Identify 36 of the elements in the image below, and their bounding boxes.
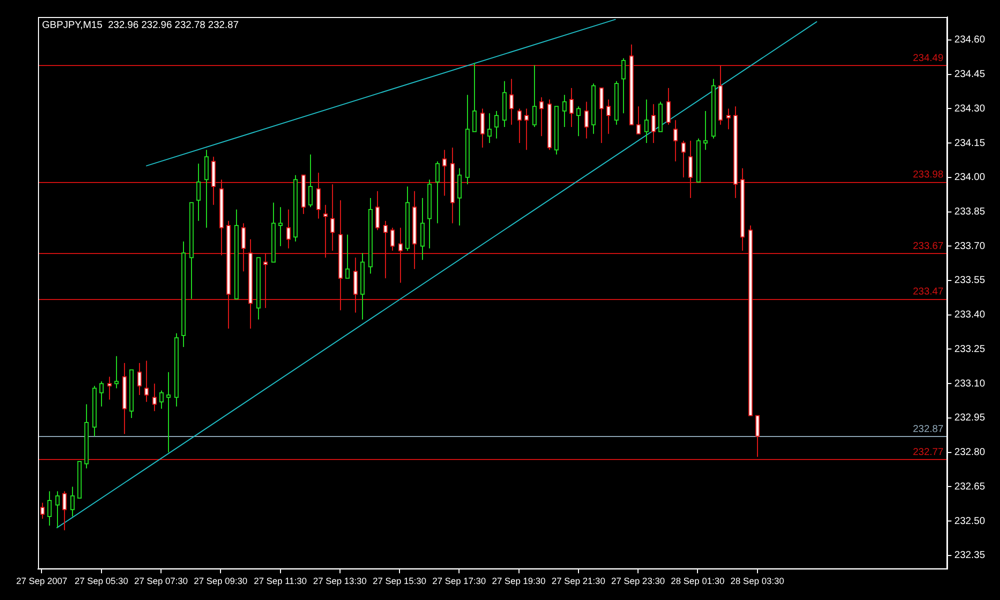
x-tick-label: 27 Sep 23:30 xyxy=(611,576,665,586)
y-tick-label: 232.80 xyxy=(954,447,986,458)
y-tick-label: 233.25 xyxy=(954,344,986,355)
y-tick-label: 233.85 xyxy=(954,206,986,218)
y-tick-label: 234.45 xyxy=(954,69,986,80)
y-tick-label: 232.95 xyxy=(954,412,986,424)
y-tick-label: 234.30 xyxy=(954,103,986,114)
y-tick-label: 234.00 xyxy=(954,172,986,184)
ref-line-label: 233.67 xyxy=(912,240,944,252)
ref-line-label: 233.98 xyxy=(912,170,944,181)
x-tick-label: 27 Sep 17:30 xyxy=(432,576,486,586)
x-tick-label: 27 Sep 09:30 xyxy=(194,576,248,586)
ref-line-label: 233.47 xyxy=(912,286,944,298)
y-tick-label: 232.35 xyxy=(954,550,986,562)
y-tick-label: 232.65 xyxy=(954,481,986,492)
y-tick-label: 232.50 xyxy=(954,516,986,527)
x-tick-label: 27 Sep 21:30 xyxy=(552,576,606,586)
x-tick-label: 27 Sep 13:30 xyxy=(313,576,367,586)
ref-line-label: 232.77 xyxy=(912,446,944,458)
x-tick-label: 27 Sep 15:30 xyxy=(372,576,426,586)
y-tick-label: 233.40 xyxy=(954,310,986,321)
x-tick-label: 28 Sep 03:30 xyxy=(730,576,784,586)
chart-title: GBPJPY,M15 232.96 232.96 232.78 232.87 xyxy=(42,20,240,31)
x-tick-label: 27 Sep 07:30 xyxy=(134,576,188,586)
x-tick-label: 27 Sep 2007 xyxy=(16,576,68,586)
y-tick-label: 234.15 xyxy=(954,138,986,149)
y-tick-label: 233.10 xyxy=(954,378,986,390)
ref-line-label: 234.49 xyxy=(912,52,944,64)
y-tick-label: 233.70 xyxy=(954,240,986,252)
x-tick-label: 27 Sep 19:30 xyxy=(492,576,546,586)
x-tick-label: 27 Sep 05:30 xyxy=(74,576,128,586)
y-tick-label: 234.60 xyxy=(954,34,986,46)
x-tick-label: 28 Sep 01:30 xyxy=(670,576,724,586)
y-tick-label: 233.55 xyxy=(954,275,986,286)
ref-line-label: 232.87 xyxy=(912,424,944,436)
x-tick-label: 27 Sep 11:30 xyxy=(254,576,307,586)
